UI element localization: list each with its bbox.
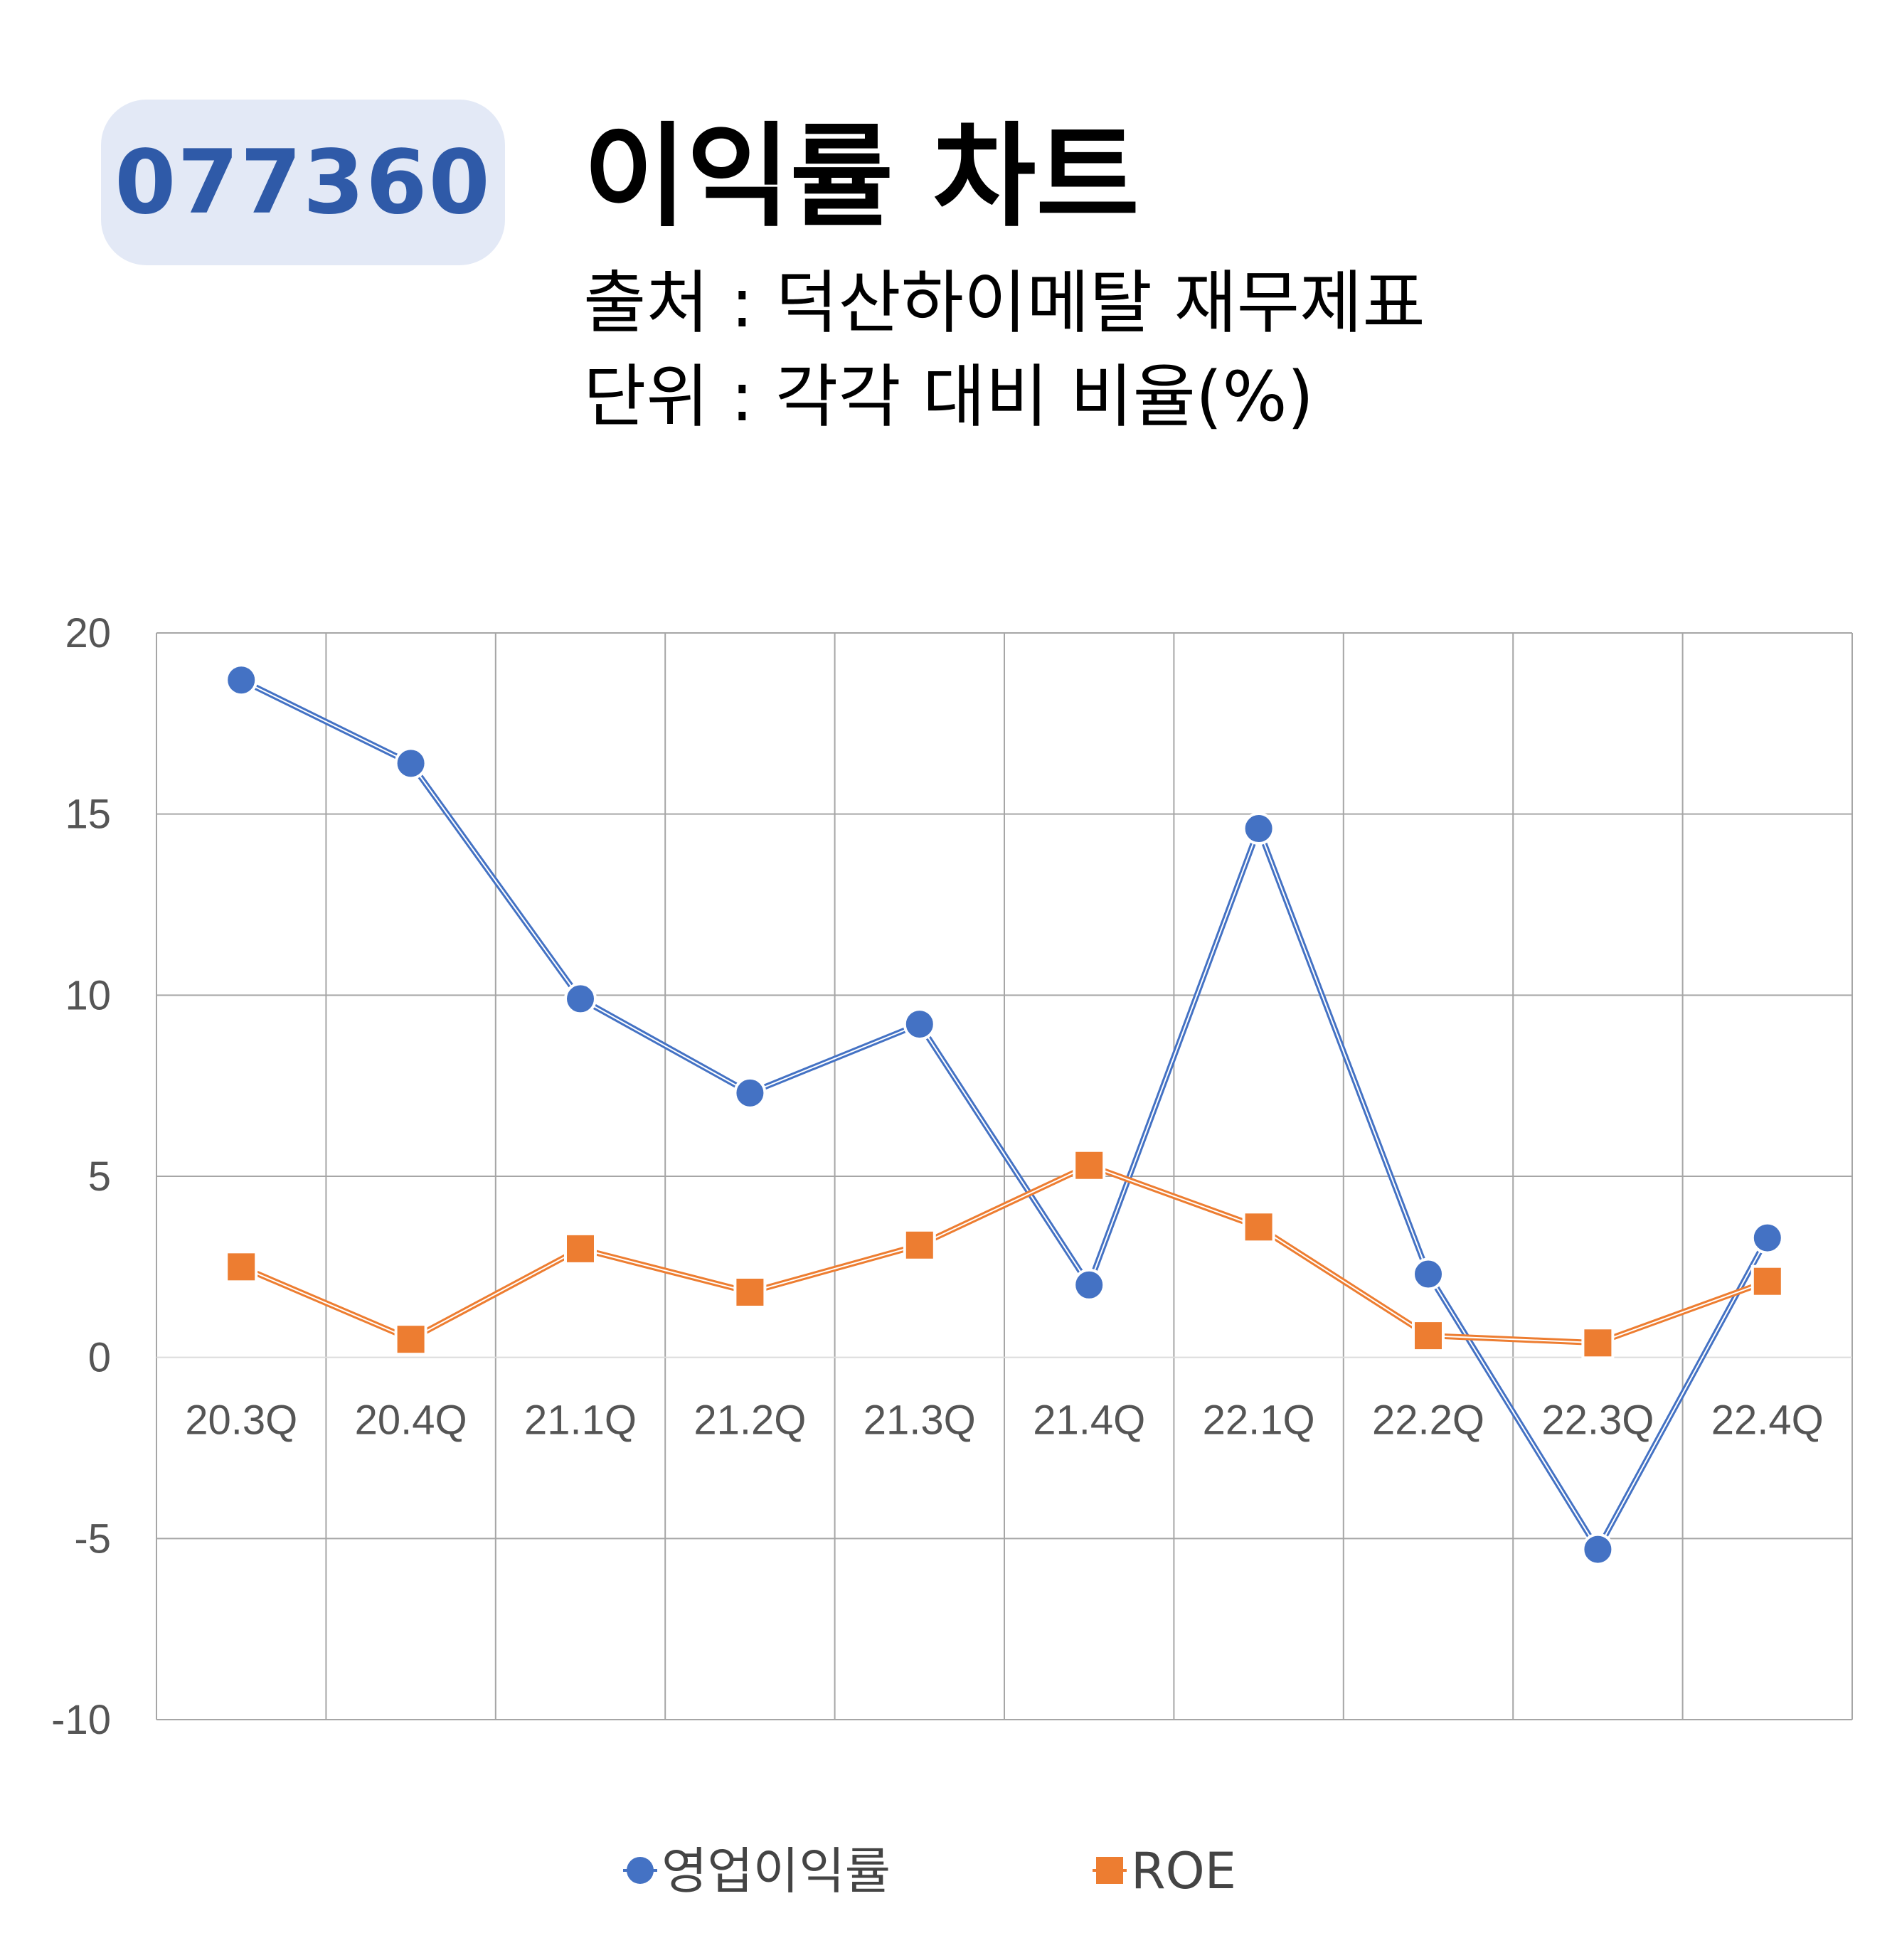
data-point-series-1 — [564, 982, 597, 1016]
x-axis-ticks: 20.3Q 20.4Q 21.1Q 21.2Q 21.3Q 21.4Q 22.1Q 22.2Q… — [185, 1397, 1824, 1444]
y-tick-label: 0 — [88, 1335, 111, 1381]
data-point-series-2 — [1581, 1326, 1615, 1360]
x-tick-label: 21.1Q — [524, 1397, 637, 1444]
data-point-series-1 — [1581, 1533, 1615, 1566]
x-tick-label: 22.2Q — [1372, 1397, 1484, 1444]
legend-marker — [627, 1857, 654, 1884]
y-axis-ticks: -10 -5 0 5 10 15 20 — [51, 610, 111, 1743]
y-tick-label: 15 — [65, 792, 111, 838]
series-area — [225, 664, 1784, 1566]
ticker-badge: 077360 — [101, 100, 505, 265]
legend-label: 영업이익률 — [661, 1842, 891, 1900]
series-line-highlight-1 — [240, 679, 1768, 1550]
data-point-series-1 — [225, 664, 258, 697]
x-tick-label: 20.4Q — [355, 1397, 467, 1444]
data-point-series-2 — [903, 1228, 936, 1262]
data-point-series-1 — [903, 1008, 936, 1041]
x-tick-label: 22.1Q — [1203, 1397, 1315, 1444]
data-point-series-2 — [1242, 1210, 1275, 1244]
chart-title: 이익률 차트 — [583, 112, 1139, 243]
y-tick-label: 5 — [88, 1154, 111, 1200]
y-tick-label: -10 — [51, 1697, 111, 1743]
data-point-series-1 — [1750, 1221, 1784, 1255]
legend-label: ROE — [1131, 1842, 1236, 1900]
data-point-series-2 — [394, 1323, 427, 1356]
x-tick-label: 22.4Q — [1711, 1397, 1824, 1444]
legend: 영업이익률 ROE — [623, 1842, 1236, 1900]
legend-marker — [1096, 1857, 1123, 1884]
x-tick-label: 20.3Q — [185, 1397, 297, 1444]
y-tick-label: 10 — [65, 972, 111, 1018]
data-point-series-2 — [564, 1232, 597, 1265]
data-point-series-2 — [1412, 1319, 1445, 1353]
source-note: 출처 : 덕산하이메탈 재무제표 — [583, 263, 1425, 343]
data-point-series-1 — [394, 747, 427, 780]
data-point-series-2 — [225, 1250, 258, 1284]
x-tick-label: 21.4Q — [1033, 1397, 1145, 1444]
data-point-series-1 — [733, 1076, 767, 1109]
unit-note: 단위 : 각각 대비 비율(%) — [583, 357, 1314, 437]
x-tick-label: 22.3Q — [1541, 1397, 1654, 1444]
y-tick-label: -5 — [74, 1516, 111, 1562]
data-point-series-2 — [1750, 1264, 1784, 1298]
data-point-series-2 — [1073, 1149, 1106, 1182]
series-line-highlight-2 — [240, 1164, 1768, 1344]
data-point-series-1 — [1073, 1268, 1106, 1301]
data-point-series-2 — [733, 1275, 767, 1309]
x-tick-label: 21.2Q — [694, 1397, 806, 1444]
data-point-series-1 — [1242, 812, 1275, 846]
x-tick-label: 21.3Q — [864, 1397, 976, 1444]
y-tick-label: 20 — [65, 610, 111, 656]
grid — [156, 632, 1853, 1720]
data-point-series-1 — [1412, 1257, 1445, 1291]
